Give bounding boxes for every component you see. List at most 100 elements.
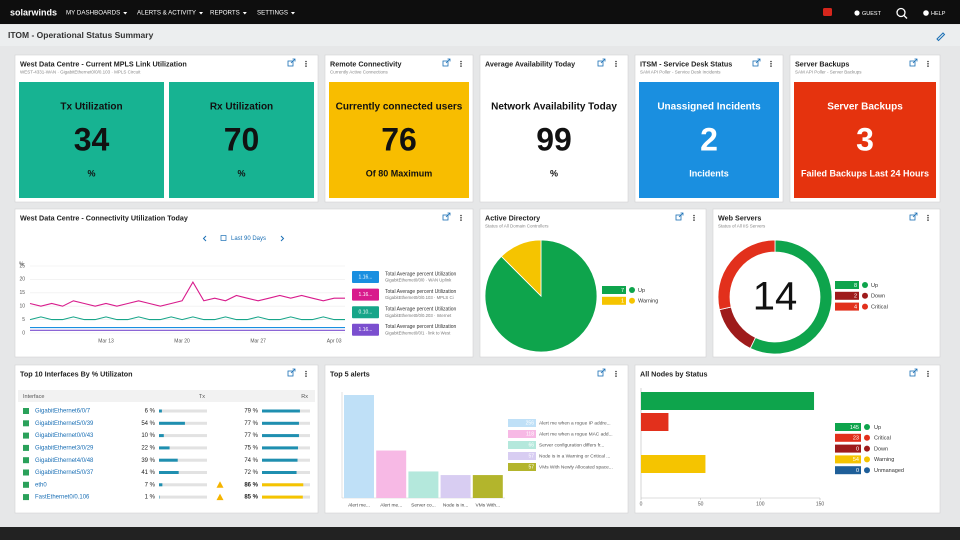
- interface-name[interactable]: FastEthernet0/0.106: [35, 495, 90, 501]
- interface-name[interactable]: GigabitEthernet4/0/48: [35, 458, 94, 464]
- menu-dot[interactable]: [460, 214, 462, 217]
- menu-dot[interactable]: [460, 219, 462, 221]
- tile-footer: %: [87, 168, 95, 178]
- alert-badge[interactable]: [823, 8, 832, 16]
- export-arrow: [445, 212, 451, 218]
- bar[interactable]: [408, 471, 439, 498]
- menu-dot[interactable]: [927, 217, 929, 219]
- menu-dot[interactable]: [615, 370, 617, 373]
- interface-name[interactable]: GigabitEthernet5/0/39: [35, 421, 94, 427]
- export-arrow: [600, 368, 606, 374]
- export-icon[interactable]: [442, 60, 449, 67]
- rx-value: 75 %: [244, 445, 258, 451]
- legend-value: 1: [621, 299, 624, 305]
- y-tick-label: 15: [19, 290, 25, 296]
- range-next[interactable]: [280, 235, 285, 242]
- menu-dot[interactable]: [305, 370, 307, 373]
- edit-icon[interactable]: [936, 32, 946, 42]
- user-menu[interactable]: GUEST: [862, 11, 882, 17]
- menu-dot[interactable]: [693, 217, 695, 219]
- menu-dot[interactable]: [460, 60, 462, 63]
- menu-dot[interactable]: [305, 63, 307, 65]
- menu-dot[interactable]: [305, 375, 307, 377]
- menu-dot[interactable]: [460, 63, 462, 65]
- export-icon[interactable]: [287, 370, 294, 377]
- menu-dot[interactable]: [305, 60, 307, 63]
- menu-dot[interactable]: [927, 373, 929, 375]
- menu-dot[interactable]: [927, 65, 929, 67]
- export-icon[interactable]: [752, 60, 759, 67]
- menu-dot[interactable]: [770, 60, 772, 63]
- menu-dot[interactable]: [305, 373, 307, 375]
- bar[interactable]: [641, 455, 706, 473]
- menu-dot[interactable]: [927, 219, 929, 221]
- menu-dot[interactable]: [927, 214, 929, 217]
- export-icon[interactable]: [909, 60, 916, 67]
- rx-value: 77 %: [244, 433, 258, 439]
- menu-dot[interactable]: [927, 60, 929, 63]
- menu-dot[interactable]: [615, 63, 617, 65]
- rx-value: 72 %: [244, 470, 258, 476]
- legend-value: 66: [528, 443, 534, 449]
- menu-dot[interactable]: [693, 219, 695, 221]
- interface-name[interactable]: GigabitEthernet5/0/37: [35, 470, 94, 476]
- legend-value: 1.16...: [359, 274, 373, 280]
- widget-title: All Nodes by Status: [640, 369, 708, 378]
- menu-dot[interactable]: [693, 214, 695, 217]
- help-link[interactable]: HELP: [931, 11, 946, 17]
- export-icon[interactable]: [442, 214, 449, 221]
- export-icon[interactable]: [597, 370, 604, 377]
- nav-menu[interactable]: SETTINGS: [257, 10, 288, 17]
- interface-name[interactable]: GigabitEthernet0/0/43: [35, 433, 94, 439]
- menu-dot[interactable]: [615, 375, 617, 377]
- bar[interactable]: [641, 392, 815, 410]
- bar[interactable]: [344, 395, 374, 498]
- column-header: Rx: [301, 394, 308, 400]
- export-icon[interactable]: [675, 214, 682, 221]
- interface-name[interactable]: GigabitEthernet6/0/7: [35, 409, 91, 415]
- legend-badge: [835, 455, 861, 464]
- page-title: ITOM - Operational Status Summary: [8, 30, 154, 40]
- legend-value: 57: [528, 465, 534, 471]
- bar-track: [159, 446, 207, 450]
- x-tick-label: Node is in...: [443, 502, 468, 508]
- widget-frame: [14, 364, 319, 514]
- menu-dot[interactable]: [770, 65, 772, 67]
- interface-name[interactable]: eth0: [35, 482, 47, 488]
- tile-footer: Incidents: [689, 168, 729, 178]
- bar[interactable]: [472, 475, 503, 498]
- bar[interactable]: [440, 475, 471, 498]
- menu-dot[interactable]: [460, 65, 462, 67]
- menu-dot[interactable]: [615, 373, 617, 375]
- menu-dot[interactable]: [615, 65, 617, 67]
- interface-name[interactable]: GigabitEthernet3/0/29: [35, 445, 94, 451]
- export-icon[interactable]: [909, 370, 916, 377]
- menu-dot[interactable]: [305, 65, 307, 67]
- menu-dot[interactable]: [927, 370, 929, 373]
- widget-subtitle: Currently Active Connections: [330, 70, 389, 75]
- menu-dot[interactable]: [927, 375, 929, 377]
- bar[interactable]: [376, 450, 407, 498]
- rx-bar: [262, 495, 303, 499]
- legend-value: 118: [526, 432, 534, 438]
- export-icon[interactable]: [597, 60, 604, 67]
- bar[interactable]: [641, 413, 669, 431]
- nav-menu[interactable]: ALERTS & ACTIVITY: [137, 10, 196, 17]
- range-prev[interactable]: [202, 235, 207, 242]
- menu-dot[interactable]: [770, 63, 772, 65]
- menu-dot[interactable]: [615, 60, 617, 63]
- export-icon[interactable]: [909, 214, 916, 221]
- tx-bar: [159, 483, 163, 487]
- nav-menu[interactable]: REPORTS: [210, 10, 240, 17]
- search-icon[interactable]: [896, 7, 906, 18]
- menu-dot[interactable]: [927, 63, 929, 65]
- calendar-icon: [220, 235, 227, 241]
- logo[interactable]: solarwinds: [10, 7, 57, 17]
- tile-value: 99: [536, 121, 572, 157]
- range-picker[interactable]: Last 90 Days: [231, 236, 266, 242]
- nav-menu[interactable]: MY DASHBOARDS: [66, 10, 120, 17]
- node-icon: [23, 457, 29, 464]
- menu-dot[interactable]: [460, 217, 462, 219]
- export-icon[interactable]: [287, 60, 294, 67]
